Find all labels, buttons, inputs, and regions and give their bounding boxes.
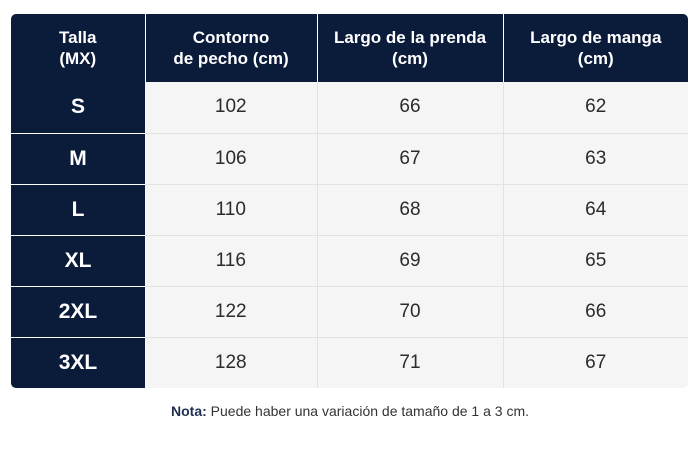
header-sleeve-length: Largo de manga (cm) — [503, 14, 688, 82]
table-row: M 106 67 63 — [11, 133, 688, 185]
header-chest: Contorno de pecho (cm) — [145, 14, 318, 82]
length-value: 69 — [317, 235, 504, 287]
table-row: L 110 68 64 — [11, 184, 688, 236]
sleeve-value: 66 — [503, 286, 688, 338]
chest-value: 106 — [145, 133, 318, 185]
length-value: 68 — [317, 184, 504, 236]
length-value: 70 — [317, 286, 504, 338]
size-label: L — [11, 184, 145, 236]
header-garment-length: Largo de la prenda (cm) — [317, 14, 504, 82]
table-row: 2XL 122 70 66 — [11, 286, 688, 338]
length-value: 66 — [317, 82, 504, 134]
table-header: Talla (MX) Contorno de pecho (cm) Largo … — [11, 14, 688, 82]
sleeve-value: 64 — [503, 184, 688, 236]
size-label: XL — [11, 235, 145, 287]
size-label: S — [11, 82, 145, 134]
header-size: Talla (MX) — [11, 14, 146, 82]
chest-value: 110 — [145, 184, 318, 236]
note-label: Nota: — [171, 403, 207, 419]
chest-value: 122 — [145, 286, 318, 338]
sleeve-value: 65 — [503, 235, 688, 287]
size-label: 2XL — [11, 286, 145, 338]
table-body: S 102 66 62 M 106 67 63 L 110 68 64 XL 1… — [11, 82, 688, 388]
sleeve-value: 62 — [503, 82, 688, 134]
table-row: XL 116 69 65 — [11, 235, 688, 287]
chest-value: 128 — [145, 337, 318, 388]
size-note: Nota: Puede haber una variación de tamañ… — [0, 403, 700, 419]
size-chart: Talla (MX) Contorno de pecho (cm) Largo … — [11, 14, 688, 388]
chest-value: 116 — [145, 235, 318, 287]
size-label: 3XL — [11, 337, 145, 388]
chest-value: 102 — [145, 82, 318, 134]
length-value: 67 — [317, 133, 504, 185]
sleeve-value: 67 — [503, 337, 688, 388]
length-value: 71 — [317, 337, 504, 388]
header-row: Talla (MX) Contorno de pecho (cm) Largo … — [11, 14, 688, 82]
note-text: Puede haber una variación de tamaño de 1… — [206, 403, 529, 419]
size-label: M — [11, 133, 145, 185]
table-row: 3XL 128 71 67 — [11, 337, 688, 388]
sleeve-value: 63 — [503, 133, 688, 185]
size-table: Talla (MX) Contorno de pecho (cm) Largo … — [11, 14, 688, 388]
table-row: S 102 66 62 — [11, 82, 688, 134]
